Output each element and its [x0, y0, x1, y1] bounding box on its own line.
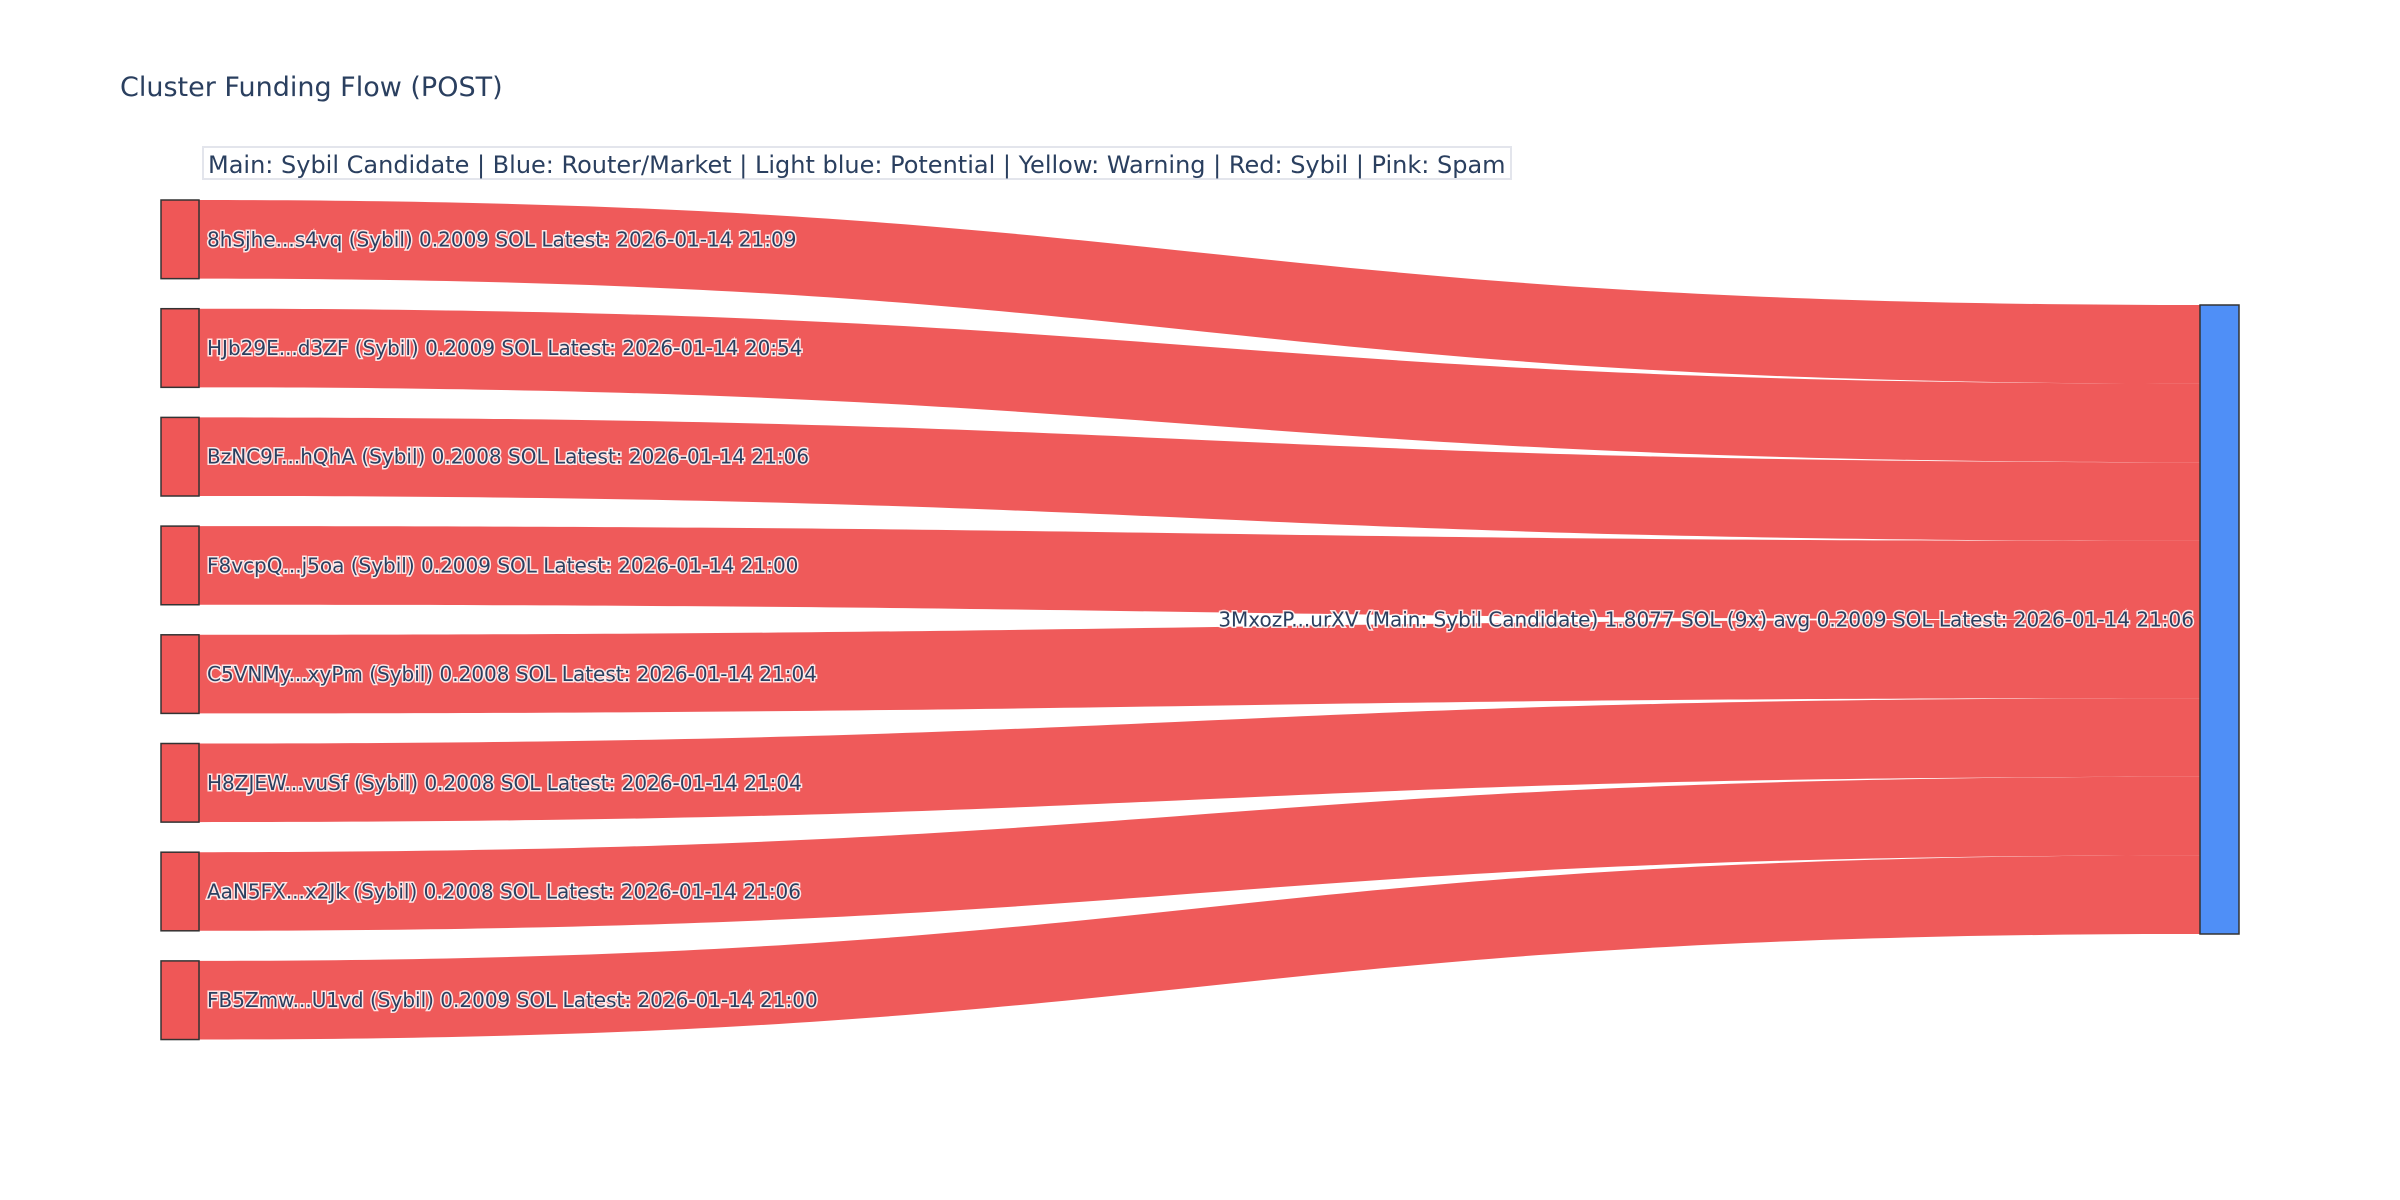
source-node-label: FB5Zmw...U1vd (Sybil) 0.2009 SOL Latest:…: [207, 988, 818, 1012]
target-node: [2199, 304, 2240, 935]
source-node: [160, 307, 200, 389]
links: [199, 200, 2200, 1040]
flow-link: [199, 526, 2200, 620]
source-node: [160, 416, 200, 497]
flow-link: [199, 698, 2200, 823]
source-node: [160, 525, 200, 606]
chart-title: Cluster Funding Flow (POST): [120, 72, 503, 103]
source-node-label: HJb29E...d3ZF (Sybil) 0.2009 SOL Latest:…: [207, 336, 802, 360]
source-node: [160, 960, 200, 1041]
source-node-label: F8vcpQ...j5oa (Sybil) 0.2009 SOL Latest:…: [207, 553, 798, 577]
source-node: [160, 742, 200, 823]
flow-link: [199, 855, 2200, 1040]
flow-link: [199, 417, 2200, 541]
source-node-label: AaN5FX...x2Jk (Sybil) 0.2008 SOL Latest:…: [207, 880, 801, 904]
source-node-label: BzNC9F...hQhA (Sybil) 0.2008 SOL Latest:…: [207, 445, 809, 469]
flow-link: [199, 308, 2200, 463]
source-node-label: H8ZJEW...vuSf (Sybil) 0.2008 SOL Latest:…: [207, 771, 802, 795]
source-node: [160, 634, 200, 715]
target-node-label: 3MxozP...urXV (Main: Sybil Candidate) 1.…: [1218, 608, 2194, 632]
source-node: [160, 199, 200, 280]
legend-annotation: Main: Sybil Candidate | Blue: Router/Mar…: [202, 146, 1512, 180]
source-node-label: 8hSjhe...s4vq (Sybil) 0.2009 SOL Latest:…: [207, 227, 796, 251]
flow-link: [199, 619, 2200, 714]
flow-link: [199, 776, 2200, 931]
source-node-label: C5VNMy...xyPm (Sybil) 0.2008 SOL Latest:…: [207, 662, 817, 686]
source-node: [160, 851, 200, 932]
flow-link: [199, 200, 2200, 384]
